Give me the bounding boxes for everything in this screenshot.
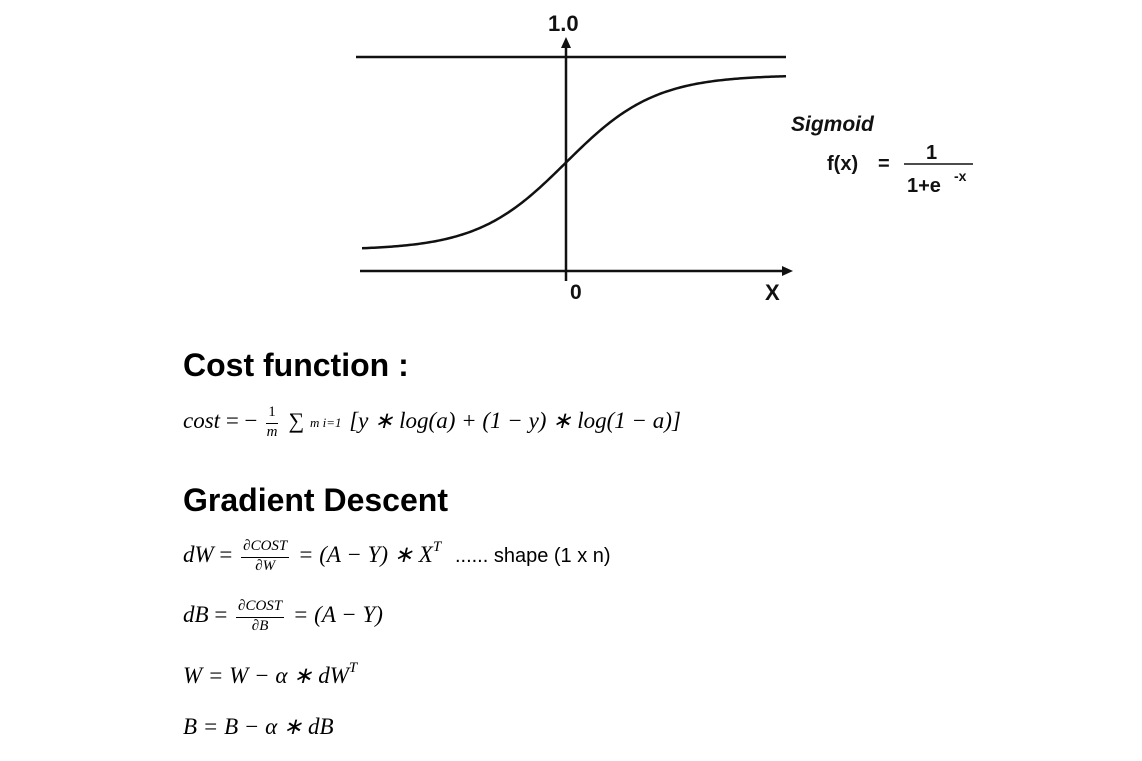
- cost-eq-sign: = −: [225, 408, 258, 434]
- sum-upper: m: [309, 415, 320, 431]
- sigmoid-figure: 1.0 0 X Sigmoid f(x) = 1 1+e -x: [356, 11, 973, 305]
- cost-body: [y ∗ log(a) + (1 − y) ∗ log(1 − a)]: [349, 408, 681, 434]
- formula-exponent: -x: [954, 168, 967, 184]
- db-fraction: ∂COST ∂B: [236, 598, 285, 635]
- w-update-sup: T: [348, 660, 358, 676]
- formula-denominator: 1+e: [907, 175, 941, 197]
- db-frac-den: ∂B: [251, 617, 269, 634]
- formula-numerator: 1: [926, 142, 937, 164]
- formula-lhs: f(x): [827, 153, 858, 175]
- formula-equals: =: [878, 153, 890, 175]
- b-update-text: B = B − α ∗ dB: [183, 714, 334, 739]
- w-update-text: W = W − α ∗ dW: [183, 663, 349, 688]
- cost-equation: cost = − 1 m ∑ m i=1 [y ∗ log(a) + (1 − …: [183, 404, 681, 441]
- x-axis-label: X: [765, 280, 780, 305]
- dw-fraction: ∂COST ∂W: [241, 538, 290, 575]
- dw-equation: dW = ∂COST ∂W = (A − Y) ∗ XT ...... shap…: [183, 538, 611, 575]
- dw-eq-sign: =: [219, 542, 233, 568]
- x-axis-arrow: [782, 266, 793, 276]
- cost-frac-den: m: [266, 423, 278, 440]
- db-frac-num: ∂COST: [236, 598, 285, 618]
- axis-top-label: 1.0: [548, 11, 579, 36]
- y-axis-arrow: [561, 37, 571, 48]
- cost-frac-num: 1: [266, 404, 278, 424]
- gradient-descent-heading: Gradient Descent: [183, 482, 448, 518]
- cost-lhs: cost: [183, 408, 221, 434]
- cost-fraction: 1 m: [266, 404, 278, 441]
- dw-rhs: = (A − Y) ∗ X: [298, 542, 433, 568]
- db-eq-sign: =: [214, 602, 228, 628]
- dw-shape-note: ...... shape (1 x n): [454, 545, 611, 568]
- b-update-equation: B = B − α ∗ dB: [183, 715, 334, 738]
- dw-frac-den: ∂W: [255, 557, 276, 574]
- dw-lhs: dW: [183, 542, 214, 568]
- dw-frac-num: ∂COST: [241, 538, 290, 558]
- dw-rhs-sup: T: [432, 539, 442, 556]
- sigmoid-label: Sigmoid: [791, 113, 875, 136]
- db-lhs: dB: [183, 602, 209, 628]
- sum-lower: i=1: [322, 415, 342, 431]
- cost-sum: ∑ m i=1: [289, 409, 342, 432]
- origin-label: 0: [570, 281, 582, 304]
- db-rhs: = (A − Y): [292, 602, 383, 628]
- sum-symbol: ∑: [288, 408, 305, 434]
- db-equation: dB = ∂COST ∂B = (A − Y): [183, 598, 383, 635]
- w-update-equation: W = W − α ∗ dWT: [183, 660, 358, 688]
- cost-function-heading: Cost function :: [183, 347, 409, 383]
- sigmoid-curve: [361, 74, 787, 250]
